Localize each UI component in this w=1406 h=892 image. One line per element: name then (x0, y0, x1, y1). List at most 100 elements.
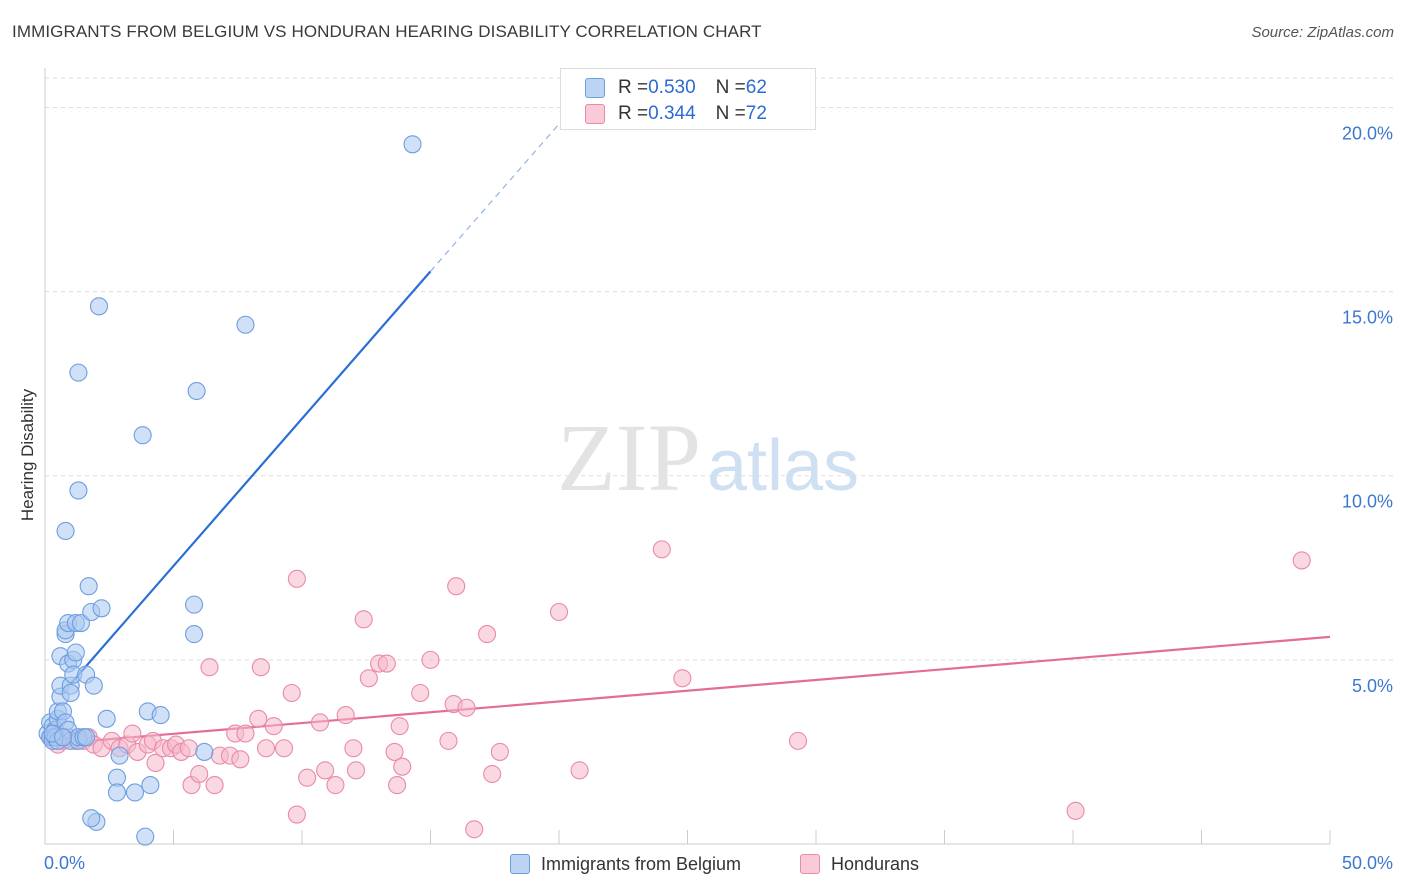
point-belgium (77, 728, 96, 747)
point-hondurans (490, 742, 509, 761)
bottom-legend-swatch-belgium (510, 854, 530, 874)
y-tick-label: 20.0% (1342, 123, 1393, 143)
bottom-legend-belgium: Immigrants from Belgium (510, 852, 741, 876)
point-belgium (56, 521, 75, 541)
point-belgium (69, 363, 88, 382)
axis-layer (44, 68, 1331, 845)
point-hondurans (393, 757, 412, 776)
point-hondurans (251, 658, 270, 677)
point-belgium (97, 709, 116, 728)
point-hondurans (344, 739, 363, 758)
legend-swatch-belgium (585, 78, 605, 98)
point-belgium (185, 625, 204, 644)
point-hondurans (282, 683, 301, 703)
point-hondurans (146, 753, 165, 773)
point-hondurans (256, 739, 276, 758)
point-hondurans (316, 761, 335, 780)
point-hondurans (264, 717, 283, 736)
point-hondurans (310, 713, 330, 732)
point-belgium (187, 381, 206, 401)
point-hondurans (439, 731, 458, 750)
point-hondurans (483, 764, 502, 784)
bottom-legend-label-hondurans: Hondurans (831, 853, 920, 874)
point-hondurans (359, 669, 378, 688)
point-belgium (185, 595, 204, 614)
point-belgium (151, 706, 170, 725)
point-hondurans (673, 669, 692, 688)
point-hondurans (477, 625, 497, 644)
point-hondurans (447, 577, 466, 596)
point-hondurans (1066, 801, 1085, 820)
y-tick-label: 15.0% (1342, 308, 1393, 328)
point-hondurans (377, 654, 396, 673)
point-hondurans (236, 724, 255, 743)
watermark-atlas: atlas (707, 426, 859, 506)
point-hondurans (652, 540, 671, 559)
point-belgium (53, 728, 73, 747)
point-hondurans (287, 805, 306, 824)
point-hondurans (200, 658, 219, 677)
point-belgium (92, 599, 111, 618)
point-hondurans (274, 739, 294, 758)
bottom-legend-hondurans: Hondurans (800, 852, 919, 876)
point-belgium (82, 809, 101, 828)
point-belgium (66, 643, 85, 662)
point-hondurans (385, 742, 404, 761)
point-hondurans (390, 717, 409, 736)
chart-title: IMMIGRANTS FROM BELGIUM VS HONDURAN HEAR… (12, 22, 762, 41)
point-hondurans (287, 569, 306, 588)
point-hondurans (298, 768, 317, 787)
watermark-zip: ZIP (557, 404, 701, 511)
point-hondurans (411, 683, 430, 703)
y-tick-label: 5.0% (1352, 676, 1393, 696)
chart-source: Source: ZipAtlas.com (1251, 24, 1394, 41)
point-hondurans (346, 761, 366, 780)
legend-swatch-hondurans (585, 104, 605, 124)
point-hondurans (190, 764, 209, 784)
point-belgium (69, 481, 88, 500)
point-hondurans (123, 724, 142, 743)
point-belgium (136, 827, 155, 846)
legend-r-value: 0.344 (648, 103, 696, 124)
point-belgium (61, 683, 80, 703)
point-belgium (141, 776, 160, 795)
point-hondurans (421, 650, 440, 669)
point-belgium (84, 676, 103, 695)
point-hondurans (457, 698, 476, 717)
y-tick-label: 10.0% (1342, 492, 1393, 512)
x-tick-label: 50.0% (1342, 853, 1393, 873)
point-hondurans (549, 602, 569, 622)
point-hondurans (465, 820, 484, 839)
point-belgium (195, 742, 214, 761)
point-hondurans (336, 706, 355, 725)
trendline-belgium-extension (430, 114, 568, 272)
point-belgium (71, 613, 91, 633)
legend-row-hondurans: R = 0.344 N = 72 (585, 102, 767, 126)
legend-r-value: 0.530 (648, 77, 696, 98)
point-belgium (110, 746, 129, 765)
tick-label-layer: 5.0% 10.0% 15.0% 20.0% 0.0% 50.0% (44, 123, 1393, 873)
watermark: ZIPatlas (557, 404, 859, 511)
grid-layer (45, 77, 1395, 661)
legend-n-label: N = (715, 77, 746, 98)
point-belgium (107, 783, 127, 802)
point-belgium (133, 426, 152, 445)
legend-r-label: R = (618, 77, 649, 98)
point-hondurans (249, 709, 268, 728)
point-hondurans (388, 776, 407, 795)
point-belgium (236, 315, 255, 334)
point-hondurans (788, 731, 808, 750)
legend-n-value: 72 (745, 103, 767, 124)
point-belgium (79, 577, 98, 596)
legend-r-label: R = (618, 103, 649, 124)
point-belgium (89, 297, 109, 316)
point-hondurans (205, 776, 224, 795)
correlation-legend: R = 0.530 N = 62 R = 0.344 N = 72 (560, 68, 816, 130)
points-layer (38, 135, 1311, 846)
point-hondurans (326, 776, 345, 795)
point-hondurans (179, 739, 198, 758)
legend-row-belgium: R = 0.530 N = 62 (585, 76, 767, 100)
legend-n-value: 62 (745, 77, 767, 98)
point-belgium (403, 135, 422, 154)
